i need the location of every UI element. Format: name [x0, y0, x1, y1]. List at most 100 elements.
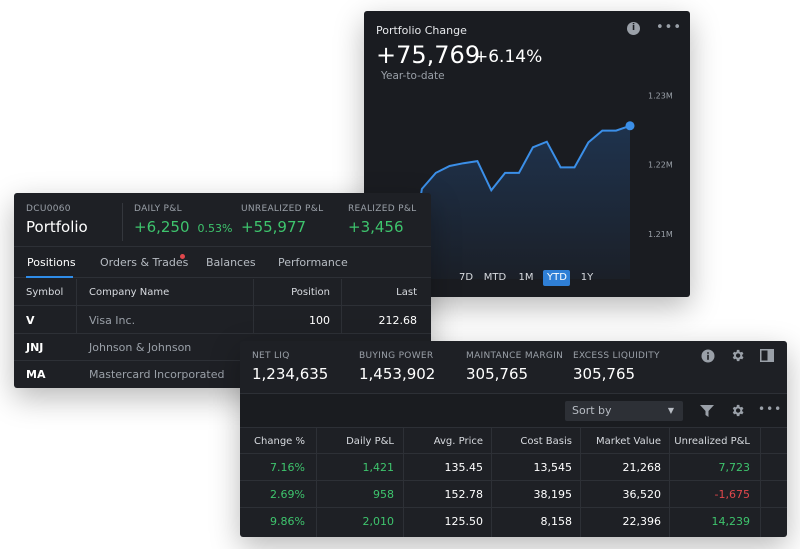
row-cost-basis: 38,195: [533, 488, 573, 501]
maintenance-margin-label: MAINTANCE MARGIN: [466, 351, 564, 361]
row-change-pct: 9.86%: [270, 515, 305, 528]
excess-liquidity-value: 305,765: [573, 365, 636, 383]
row-avg-price: 152.78: [444, 488, 484, 501]
change-percent: +6.14%: [474, 47, 543, 67]
range-1m[interactable]: 1M: [518, 272, 534, 283]
y-tick-label: 1.22M: [648, 161, 673, 170]
maintenance-margin-summary: MAINTANCE MARGIN 305,765: [466, 351, 563, 383]
tab-balances[interactable]: Balances: [206, 256, 256, 269]
net-liq-value: 1,234,635: [252, 365, 329, 383]
chart-series-line: [407, 124, 631, 276]
sort-by-dropdown[interactable]: Sort by ▼: [565, 401, 683, 421]
column-separator: [76, 279, 77, 334]
realized-pl-value: +3,456: [348, 218, 404, 236]
positions-table-header: Symbol Company Name Position Last: [14, 279, 431, 306]
table-row[interactable]: 7.16% 1,421 135.45 13,545 21,268 7,723: [240, 454, 787, 481]
account-summary-card: NET LIQ 1,234,635 BUYING POWER 1,453,902…: [240, 341, 787, 537]
unrealized-pl-summary: UNREALIZED P&L +55,977: [241, 204, 323, 236]
table-row[interactable]: 9.86% 2,010 125.50 8,158 22,396 14,239: [240, 508, 787, 535]
y-tick-label: 1.23M: [648, 91, 673, 100]
chart-latest-point[interactable]: [625, 121, 635, 131]
column-header-position[interactable]: Position: [291, 287, 330, 298]
daily-pl-summary: DAILY P&L +6,250 0.53%: [134, 204, 232, 236]
range-1y[interactable]: 1Y: [580, 272, 594, 283]
column-header-company[interactable]: Company Name: [89, 287, 170, 298]
table-row[interactable]: JNJ Johnson & Johnson: [14, 334, 431, 361]
tab-orders-trades[interactable]: Orders & Trades: [100, 256, 189, 269]
info-icon[interactable]: [701, 349, 715, 363]
column-header-market-value[interactable]: Market Value: [595, 436, 661, 447]
change-value: +75,769: [376, 41, 481, 69]
excess-liquidity-summary: EXCESS LIQUIDITY 305,765: [573, 351, 660, 383]
net-liq-summary: NET LIQ 1,234,635: [252, 351, 328, 383]
column-separator: [491, 427, 492, 537]
active-tab-indicator: [26, 276, 73, 278]
chart-title: Portfolio Change: [376, 24, 467, 37]
row-company: Johnson & Johnson: [89, 341, 192, 354]
period-label: Year-to-date: [381, 70, 445, 82]
column-separator: [403, 427, 404, 537]
portfolio-card: DCU0060 Portfolio DAILY P&L +6,250 0.53% …: [14, 193, 431, 388]
column-header-symbol[interactable]: Symbol: [26, 287, 64, 298]
row-last: 212.68: [378, 314, 418, 327]
more-options-icon[interactable]: •••: [758, 402, 783, 416]
table-row[interactable]: V Visa Inc. 100 212.68: [14, 307, 431, 334]
column-header-change-pct[interactable]: Change %: [254, 436, 305, 447]
column-header-daily-pl[interactable]: Daily P&L: [346, 436, 394, 447]
chevron-down-icon: ▼: [667, 406, 674, 415]
divider: [122, 203, 123, 241]
column-header-cost-basis[interactable]: Cost Basis: [520, 436, 572, 447]
column-separator: [316, 427, 317, 537]
row-company: Mastercard Incorporated: [89, 368, 225, 381]
row-market-value: 36,520: [622, 488, 662, 501]
range-7d[interactable]: 7D: [458, 272, 474, 283]
column-separator: [253, 279, 254, 334]
net-liq-label: NET LIQ: [252, 351, 290, 361]
row-cost-basis: 8,158: [540, 515, 573, 528]
column-separator: [341, 279, 342, 334]
gear-icon[interactable]: [730, 348, 745, 363]
tab-performance[interactable]: Performance: [278, 256, 348, 269]
portfolio-tabs: Positions Orders & Trades Balances Perfo…: [14, 246, 431, 278]
row-change-pct: 7.16%: [270, 461, 305, 474]
more-options-icon[interactable]: •••: [656, 20, 683, 35]
row-daily-pl: 958: [373, 488, 394, 501]
daily-pl-value: +6,250: [134, 218, 190, 236]
excess-liquidity-label: EXCESS LIQUIDITY: [573, 351, 660, 361]
row-company: Visa Inc.: [89, 314, 136, 327]
column-header-last[interactable]: Last: [396, 287, 417, 298]
range-mtd[interactable]: MTD: [483, 272, 507, 283]
row-avg-price: 135.45: [444, 461, 484, 474]
filter-icon[interactable]: [700, 405, 714, 417]
row-symbol: V: [26, 314, 35, 327]
table-row[interactable]: 2.69% 958 152.78 38,195 36,520 -1,675: [240, 481, 787, 508]
column-header-avg-price[interactable]: Avg. Price: [433, 436, 483, 447]
daily-pl-percent: 0.53%: [197, 222, 233, 235]
panel-toggle-icon[interactable]: [760, 349, 774, 362]
row-cost-basis: 13,545: [533, 461, 573, 474]
unrealized-pl-value: +55,977: [241, 218, 307, 236]
column-separator: [580, 427, 581, 537]
table-row[interactable]: MA Mastercard Incorporated: [14, 361, 431, 388]
info-icon[interactable]: i: [627, 22, 640, 35]
row-market-value: 21,268: [622, 461, 662, 474]
range-ytd[interactable]: YTD: [543, 270, 570, 286]
account-toolbar: Sort by ▼ •••: [240, 393, 787, 427]
buying-power-summary: BUYING POWER 1,453,902: [359, 351, 435, 383]
gear-icon[interactable]: [730, 403, 745, 418]
sort-by-placeholder: Sort by: [572, 404, 612, 417]
maintenance-margin-value: 305,765: [466, 365, 529, 383]
row-unrealized-pl: -1,675: [714, 488, 750, 501]
unrealized-pl-label: UNREALIZED P&L: [241, 204, 324, 214]
row-avg-price: 125.50: [444, 515, 484, 528]
buying-power-value: 1,453,902: [359, 365, 436, 383]
row-daily-pl: 2,010: [362, 515, 395, 528]
row-symbol: MA: [26, 368, 46, 381]
account-id: DCU0060: [26, 204, 71, 214]
row-daily-pl: 1,421: [362, 461, 395, 474]
y-tick-label: 1.21M: [648, 230, 673, 239]
column-header-unrealized-pl[interactable]: Unrealized P&L: [674, 436, 750, 447]
row-unrealized-pl: 7,723: [718, 461, 751, 474]
portfolio-header: DCU0060 Portfolio: [26, 204, 88, 236]
tab-positions[interactable]: Positions: [27, 256, 76, 269]
